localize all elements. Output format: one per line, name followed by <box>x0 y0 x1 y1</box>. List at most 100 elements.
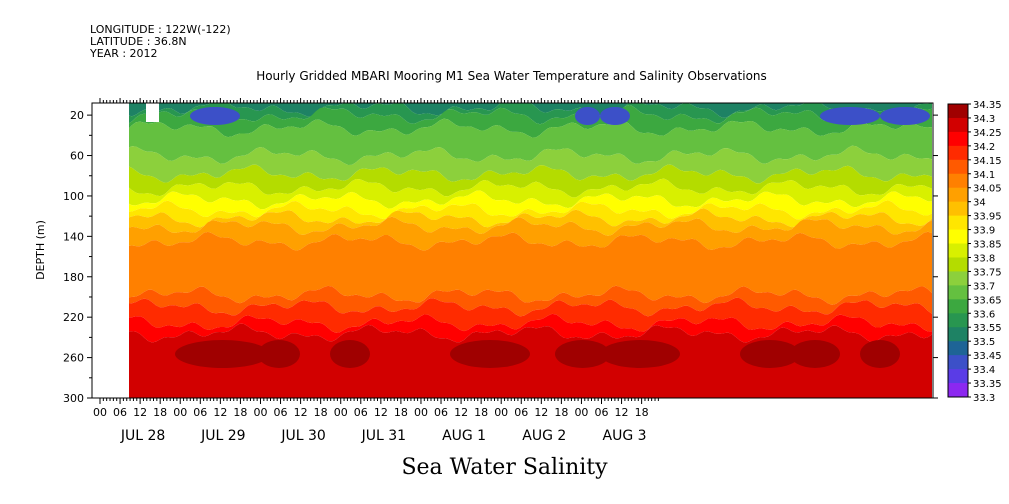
colorbar-label: 34 <box>973 198 986 209</box>
high-salinity-patch <box>790 340 840 368</box>
x-tick-label: 06 <box>193 406 207 419</box>
x-tick-label: 06 <box>274 406 288 419</box>
x-tick-label: 18 <box>314 406 328 419</box>
x-tick-label: 12 <box>454 406 468 419</box>
x-tick-label: 12 <box>374 406 388 419</box>
colorbar-swatch <box>948 383 968 398</box>
contour-band <box>92 103 932 125</box>
x-tick-label: 12 <box>133 406 147 419</box>
x-tick-label: 18 <box>635 406 649 419</box>
colorbar-swatch <box>948 117 968 133</box>
longitude-label: LONGITUDE : 122W(-122) <box>90 23 231 36</box>
low-salinity-patch <box>190 107 240 125</box>
x-tick-label: 00 <box>334 406 348 419</box>
low-salinity-patch <box>880 107 930 125</box>
contour-band <box>92 297 932 333</box>
contour-band <box>92 190 932 220</box>
x-tick-label: 00 <box>414 406 428 419</box>
colorbar-label: 34.1 <box>973 170 995 181</box>
colorbar-label: 33.65 <box>973 295 1002 306</box>
year-label: YEAR : 2012 <box>90 47 158 60</box>
colorbar-label: 33.7 <box>973 281 995 292</box>
colorbar-label: 34.35 <box>973 100 1002 111</box>
plot-frame <box>91 102 934 399</box>
colorbar-label: 34.05 <box>973 184 1002 195</box>
colorbar-label: 33.45 <box>973 351 1002 362</box>
colorbar-swatch <box>948 187 968 203</box>
colorbar-swatch <box>948 327 968 342</box>
low-salinity-patch <box>575 107 600 125</box>
y-axis: 20 60 100 140 180 220 260 300 <box>63 109 938 405</box>
no-data-gap <box>146 103 159 122</box>
colorbar-label: 33.9 <box>973 226 995 237</box>
x-tick-label: 00 <box>173 406 187 419</box>
x-day-label: AUG 2 <box>522 428 566 444</box>
colorbar-swatch <box>948 299 968 314</box>
x-tick-label: 00 <box>93 406 107 419</box>
chart-title: Hourly Gridded MBARI Mooring M1 Sea Wate… <box>0 69 1009 83</box>
x-day-label: AUG 1 <box>442 428 486 444</box>
low-salinity-patch <box>600 107 630 125</box>
contour-band <box>92 164 932 198</box>
high-salinity-patch <box>175 340 270 368</box>
colorbar-swatch <box>948 159 968 175</box>
x-tick-label: 12 <box>213 406 227 419</box>
colorbar-swatch <box>948 104 968 119</box>
high-salinity-patch <box>740 340 800 368</box>
no-data-region <box>92 103 129 398</box>
colorbar-label: 34.25 <box>973 128 1002 139</box>
colorbar-label: 33.35 <box>973 379 1002 390</box>
x-tick-label: 00 <box>253 406 267 419</box>
x-tick-label: 06 <box>113 406 127 419</box>
x-day-label: JUL 31 <box>361 428 406 444</box>
colorbar-label: 33.85 <box>973 240 1002 251</box>
contour-band <box>92 208 932 236</box>
colorbar-label: 33.4 <box>973 365 995 376</box>
y-tick-label: 180 <box>63 271 84 284</box>
x-tick-label: 12 <box>534 406 548 419</box>
x-day-label: JUL 29 <box>200 428 245 444</box>
contour-band <box>92 145 932 184</box>
y-tick-label: 60 <box>70 150 84 163</box>
colorbar-label: 33.75 <box>973 267 1002 278</box>
chart-title-text: Hourly Gridded MBARI Mooring M1 Sea Wate… <box>256 69 767 83</box>
x-tick-label: 06 <box>434 406 448 419</box>
colorbar-label: 34.3 <box>973 114 995 125</box>
colorbar-swatch <box>948 243 968 258</box>
x-tick-label: 06 <box>514 406 528 419</box>
y-tick-label: 100 <box>63 190 84 203</box>
colorbar-label: 33.8 <box>973 253 995 264</box>
colorbar-label: 33.95 <box>973 212 1002 223</box>
colorbar-label: 33.3 <box>973 393 995 404</box>
colorbar-swatch <box>948 257 968 272</box>
y-tick-label: 20 <box>70 109 84 122</box>
high-salinity-patch <box>860 340 900 368</box>
y-tick-label: 260 <box>63 352 84 365</box>
x-tick-label: 18 <box>233 406 247 419</box>
colorbar-swatch <box>948 369 968 384</box>
x-tick-label: 12 <box>615 406 629 419</box>
x-tick-label: 12 <box>294 406 308 419</box>
colorbar-swatch <box>948 271 968 286</box>
x-tick-label: 06 <box>595 406 609 419</box>
metadata-block: LONGITUDE : 122W(-122) LATITUDE : 36.8N … <box>90 24 231 60</box>
x-tick-label: 06 <box>354 406 368 419</box>
low-salinity-patch <box>820 107 880 125</box>
x-day-label: AUG 3 <box>603 428 647 444</box>
x-tick-label: 18 <box>554 406 568 419</box>
contour-band <box>92 200 932 228</box>
contour-band <box>92 285 932 317</box>
y-tick-label: 300 <box>63 392 84 405</box>
latitude-label: LATITUDE : 36.8N <box>90 35 187 48</box>
contour-patches <box>175 107 930 368</box>
y-axis-label: DEPTH (m) <box>34 220 47 280</box>
colorbar-swatch <box>948 341 968 356</box>
high-salinity-patch <box>555 340 610 368</box>
high-salinity-patch <box>258 340 300 368</box>
colorbar-label: 34.15 <box>973 156 1002 167</box>
colorbar-swatch <box>948 131 968 147</box>
x-tick-label: 18 <box>153 406 167 419</box>
colorbar-frame <box>947 103 969 398</box>
colorbar-label: 33.55 <box>973 323 1002 334</box>
colorbar-swatch <box>948 313 968 328</box>
